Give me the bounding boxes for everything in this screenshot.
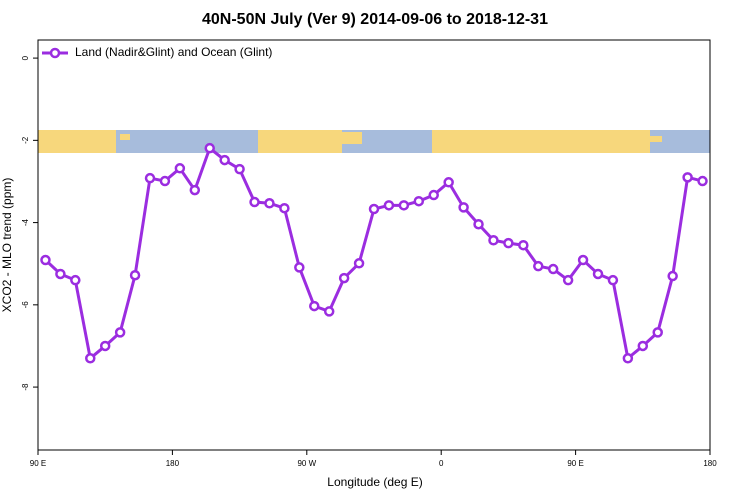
point [622, 353, 634, 364]
point [667, 270, 678, 282]
point [174, 163, 186, 174]
point [652, 327, 663, 338]
x-tick-label: 0 [439, 459, 444, 468]
point [279, 202, 290, 214]
point [577, 254, 589, 266]
point [368, 203, 380, 215]
plot-frame [37, 39, 711, 451]
point [547, 263, 559, 275]
y-axis-label: XCO2 - MLO trend (ppm) [0, 178, 14, 313]
point [353, 258, 365, 269]
point [533, 260, 544, 272]
point [129, 269, 141, 281]
point [249, 196, 260, 208]
point [518, 239, 529, 251]
point [607, 274, 619, 286]
point [40, 254, 51, 266]
point [264, 198, 275, 209]
x-tick-label: 180 [166, 459, 180, 468]
series-line [44, 145, 703, 362]
point [234, 163, 245, 175]
point [99, 340, 111, 352]
x-tick-label: 90 E [567, 459, 583, 468]
point [413, 195, 425, 207]
point [458, 202, 469, 213]
x-tick-label: 180 [703, 459, 717, 468]
point [428, 189, 439, 201]
point [219, 154, 230, 166]
point [398, 200, 410, 211]
point [70, 274, 81, 286]
point [159, 175, 171, 187]
legend-label: Land (Nadir&Glint) and Ocean (Glint) [75, 45, 272, 59]
y-tick-label: -2 [21, 136, 30, 144]
point [488, 235, 499, 246]
chart-title: 40N-50N July (Ver 9) 2014-09-06 to 2018-… [202, 11, 548, 28]
point [144, 172, 156, 184]
point [114, 327, 126, 338]
point [294, 262, 305, 273]
point [473, 218, 484, 230]
point [204, 142, 215, 154]
point [383, 200, 395, 211]
point [562, 274, 574, 286]
y-tick-label: -4 [21, 218, 30, 226]
y-tick-label: 0 [21, 55, 30, 60]
x-axis-label: Longitude (deg E) [327, 475, 422, 489]
point [338, 272, 350, 284]
point [697, 175, 708, 187]
y-tick-label: -8 [21, 383, 30, 391]
point [189, 184, 201, 196]
point [55, 268, 66, 280]
point [592, 268, 604, 280]
legend-marker [49, 47, 61, 59]
point [309, 300, 320, 312]
point [682, 172, 693, 183]
map-strip [38, 130, 710, 153]
point [637, 340, 649, 352]
point [443, 177, 454, 188]
point [503, 237, 514, 249]
y-tick-label: -6 [21, 301, 30, 309]
x-tick-label: 90 E [30, 459, 46, 468]
point [323, 306, 335, 317]
point [85, 353, 96, 364]
x-tick-label: 90 W [297, 459, 316, 468]
